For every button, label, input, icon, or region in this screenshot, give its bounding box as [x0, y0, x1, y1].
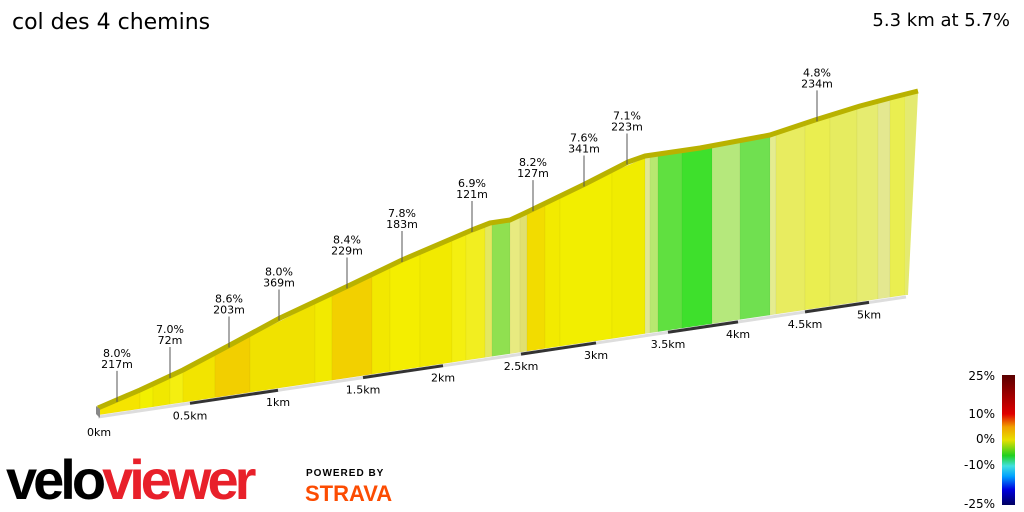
gradient-segment: [711, 142, 741, 324]
legend-tick-label: 25%: [968, 369, 995, 383]
gradient-segment: [681, 147, 713, 329]
annotation-length: 234m: [801, 77, 833, 90]
gradient-segment: [649, 155, 659, 334]
x-tick-label: 5km: [857, 308, 881, 321]
gradient-segment: [829, 108, 858, 307]
annotation-length: 183m: [386, 218, 418, 231]
gradient-segment: [657, 152, 683, 333]
annotation-gradient: 7.6%: [570, 131, 598, 144]
km-bar: [667, 320, 739, 334]
x-tick-label: 3.5km: [651, 338, 686, 351]
gradient-segment: [526, 204, 546, 352]
veloviewer-logo: veloviewer: [6, 452, 256, 508]
gradient-segment: [856, 102, 879, 303]
gradient-segment: [491, 221, 511, 357]
x-tick-label: 3km: [584, 349, 608, 362]
profile-top-edge: [97, 88, 919, 411]
annotation-gradient: 8.6%: [215, 293, 243, 306]
logo-part: velo: [6, 448, 106, 511]
gradient-segment: [519, 213, 528, 353]
annotation-gradient: 8.2%: [519, 156, 547, 169]
powered-by: POWERED BY: [306, 468, 385, 479]
annotation-gradient: 8.4%: [333, 233, 361, 246]
annotation-length: 369m: [263, 277, 295, 290]
km-bar: [520, 341, 597, 356]
annotation-gradient: 7.1%: [613, 110, 641, 123]
gradient-segment: [559, 171, 613, 347]
legend-tick-label: -10%: [964, 458, 995, 472]
km-bar: [804, 300, 870, 314]
annotation-length: 229m: [331, 244, 363, 257]
annotation-length: 341m: [568, 142, 600, 155]
gradient-segment: [739, 136, 771, 320]
start-wall: [96, 406, 100, 418]
legend-tick-label: 0%: [976, 432, 995, 446]
annotation-length: 121m: [456, 188, 488, 201]
gradient-segment: [451, 234, 467, 363]
profile-end-wall: [905, 93, 918, 295]
annotation-length: 127m: [517, 167, 549, 180]
gradient-segment: [611, 157, 646, 339]
x-tick-label: 4km: [726, 328, 750, 341]
legend-tick-label: 10%: [968, 407, 995, 421]
annotation-gradient: 7.0%: [156, 323, 184, 336]
gradient-segment: [509, 216, 521, 355]
gradient-segment: [644, 156, 651, 334]
gradient-segment: [389, 253, 421, 372]
annotation-gradient: 4.8%: [803, 66, 831, 79]
logo-part: viewer: [102, 448, 256, 511]
segment-title: col des 4 chemins: [12, 10, 211, 35]
gradient-segment: [484, 224, 493, 358]
x-tick-label: 0km: [87, 426, 111, 439]
gradient-segment: [769, 134, 777, 316]
x-tick-label: 1.5km: [346, 384, 381, 397]
gradient-segment: [314, 295, 333, 384]
x-tick-label: 4.5km: [788, 318, 823, 331]
legend-tick-label: -25%: [964, 497, 995, 511]
x-tick-label: 2.5km: [504, 360, 539, 373]
annotation-gradient: 8.0%: [265, 266, 293, 279]
gradient-segment: [889, 95, 906, 298]
annotation-gradient: 8.0%: [103, 347, 131, 360]
x-tick-label: 0.5km: [173, 409, 208, 422]
gradient-segment: [775, 124, 806, 315]
annotation-length: 217m: [101, 358, 133, 371]
annotation-length: 72m: [158, 334, 183, 347]
km-bar: [189, 388, 279, 405]
gradient-legend-bar: [1002, 375, 1015, 505]
annotation-length: 223m: [611, 121, 643, 134]
x-tick-label: 1km: [266, 396, 290, 409]
annotation-gradient: 7.8%: [388, 207, 416, 220]
x-tick-label: 2km: [431, 372, 455, 385]
strava-logo: STRAVA: [305, 481, 393, 506]
annotation-length: 203m: [213, 304, 245, 317]
km-bar: [362, 364, 444, 380]
segment-summary: 5.3 km at 5.7%: [872, 10, 1010, 31]
gradient-segment: [877, 99, 891, 300]
gradient-segment: [371, 267, 391, 375]
gradient-segment: [465, 226, 486, 361]
gradient-segment: [544, 197, 561, 349]
annotation-gradient: 6.9%: [458, 177, 486, 190]
gradient-segment: [419, 240, 453, 368]
gradient-segment: [804, 116, 831, 311]
